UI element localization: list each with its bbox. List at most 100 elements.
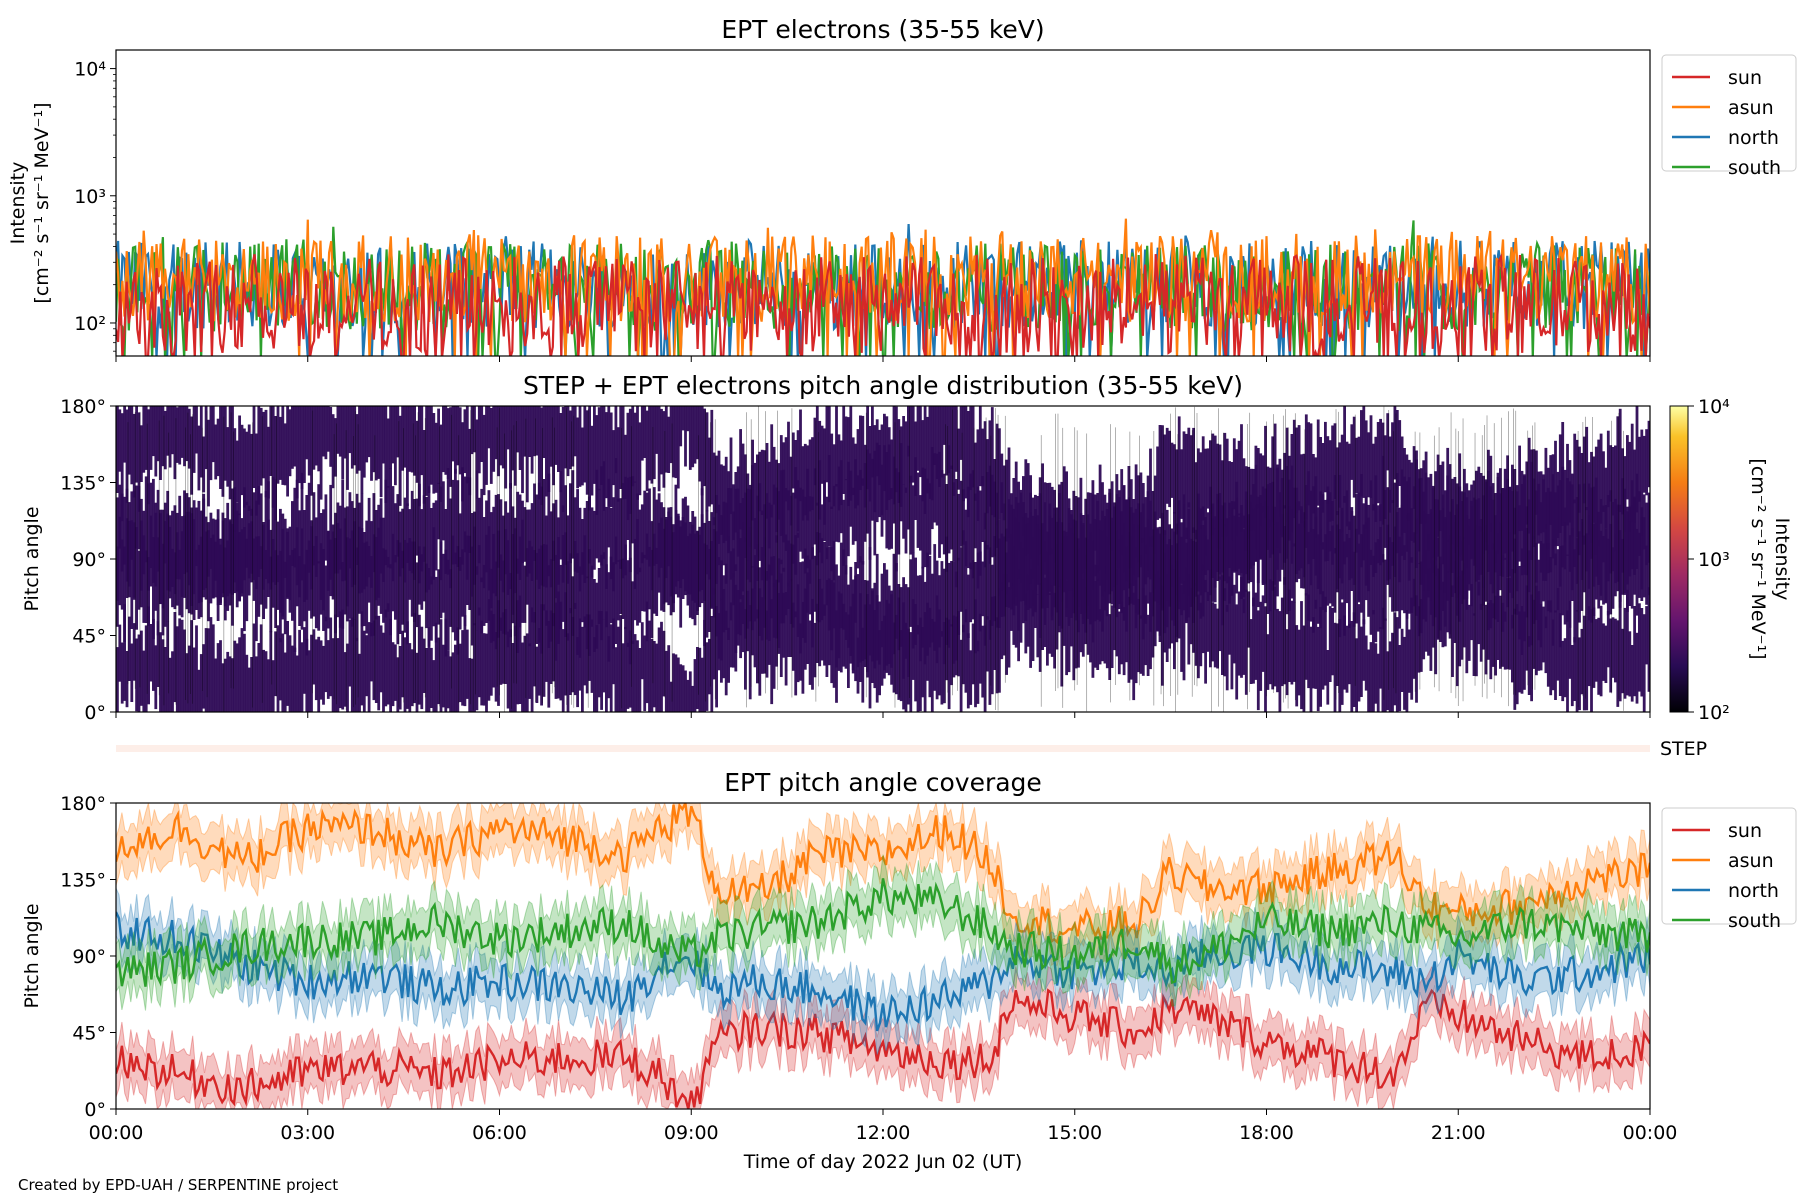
legend-label-north: north xyxy=(1728,880,1779,902)
pad-cell-north xyxy=(856,574,860,668)
pad-cell-north xyxy=(420,554,424,610)
y-tick-label: 135° xyxy=(60,870,106,892)
pad-cell-sun xyxy=(214,658,218,712)
pad-cell-north xyxy=(720,560,723,661)
pad-cell-north xyxy=(1499,522,1502,591)
pad-cell-south xyxy=(1594,477,1598,577)
pad-cell-south xyxy=(911,485,915,554)
pad-cell-sun xyxy=(892,622,896,693)
pad-cell-asun xyxy=(741,443,745,530)
pad-cell-sun xyxy=(1213,603,1217,668)
pad-cell-sun xyxy=(559,601,563,701)
pad-cell-north xyxy=(1487,545,1490,631)
pad-cell-asun xyxy=(597,407,601,491)
pad-cell-south xyxy=(1333,475,1337,554)
pad-cell-sun xyxy=(1230,585,1234,690)
pad-cell-sun xyxy=(1252,597,1255,684)
pad-cell-asun xyxy=(427,406,431,493)
pad-cell-asun xyxy=(463,409,467,474)
intensity-series-group xyxy=(116,218,1650,356)
pad-cell-south xyxy=(1446,475,1450,573)
pad-cell-asun xyxy=(185,406,189,462)
pad-cell-south xyxy=(152,537,155,640)
pad-cell-south xyxy=(1419,477,1423,585)
pad-cell-sun xyxy=(173,612,177,703)
pad-cell-sun xyxy=(1465,584,1469,674)
pad-cell-north xyxy=(1096,565,1100,620)
pad-cell-sun xyxy=(971,623,975,685)
pad-cell-sun xyxy=(1621,628,1624,694)
pad-cell-sun xyxy=(307,650,311,712)
pad-cell-asun xyxy=(1640,429,1644,536)
pad-cell-asun xyxy=(211,406,215,463)
pad-cell-north xyxy=(156,489,160,572)
pad-cell-south xyxy=(1573,499,1577,567)
pad-cell-south xyxy=(537,482,541,589)
pad-cell-south xyxy=(969,473,973,570)
pad-cell-sun xyxy=(1103,572,1107,664)
pad-cell-south xyxy=(120,539,124,610)
pad-cell-asun xyxy=(650,406,654,484)
pad-cell-asun xyxy=(1307,422,1310,506)
pad-cell-north xyxy=(600,554,603,641)
pad-cell-sun xyxy=(1638,603,1641,692)
pad-cell-south xyxy=(501,515,505,593)
pad-cell-south xyxy=(434,500,438,571)
pad-cell-north xyxy=(813,555,817,612)
pad-cell-sun xyxy=(964,609,968,693)
pad-cell-north xyxy=(413,541,416,622)
pad-cell-south xyxy=(1527,499,1531,593)
pad-cell-north xyxy=(276,555,280,610)
pad-cell-south xyxy=(1300,506,1303,569)
pad-cell-sun xyxy=(650,638,654,712)
pad-cell-north xyxy=(861,561,865,661)
pad-cell-south xyxy=(616,498,620,562)
pad-cell-asun xyxy=(1228,461,1231,517)
pad-cell-south xyxy=(1357,492,1361,601)
pad-cell-south xyxy=(468,477,472,553)
pad-cell-sun xyxy=(808,620,812,685)
pad-cell-sun xyxy=(1362,619,1366,681)
pad-cell-asun xyxy=(497,406,500,477)
colorbar-label-unit: [cm⁻² s⁻¹ sr⁻¹ MeV⁻¹] xyxy=(1747,458,1769,659)
pad-cell-south xyxy=(271,477,275,583)
pad-cell-north xyxy=(966,574,970,638)
pad-cell-sun xyxy=(1554,610,1557,700)
pad-cell-sun xyxy=(135,638,138,712)
pad-cell-sun xyxy=(1585,615,1589,711)
y-tick-label: 135° xyxy=(60,473,106,495)
pad-cell-south xyxy=(1575,497,1579,584)
pad-cell-south xyxy=(1372,504,1375,577)
pad-cell-south xyxy=(1192,527,1195,623)
pad-cell-sun xyxy=(832,582,836,688)
pad-cell-south xyxy=(856,475,860,569)
pad-cell-asun xyxy=(1467,490,1471,545)
pad-cell-south xyxy=(1499,493,1502,550)
pad-cell-south xyxy=(1463,492,1466,575)
pad-cell-sun xyxy=(183,629,186,712)
pad-cell-asun xyxy=(724,456,728,541)
pad-cell-south xyxy=(1582,483,1586,545)
pad-cell-north xyxy=(830,546,834,651)
pad-cell-asun xyxy=(664,406,668,473)
pad-cell-south xyxy=(1103,518,1107,591)
pad-cell-north xyxy=(147,483,150,591)
pad-cell-south xyxy=(1546,487,1550,574)
pad-cell-asun xyxy=(1602,451,1605,512)
pad-cell-south xyxy=(1460,501,1464,561)
pad-cell-sun xyxy=(166,621,170,712)
pad-cell-sun xyxy=(444,618,448,712)
pad-cell-sun xyxy=(389,618,392,712)
pad-cell-south xyxy=(1012,508,1016,616)
pad-cell-north xyxy=(1585,533,1589,616)
pad-cell-sun xyxy=(1285,629,1289,696)
pad-cell-sun xyxy=(815,603,819,663)
pad-cell-asun xyxy=(118,409,122,472)
pad-cell-south xyxy=(1058,493,1061,587)
pad-cell-sun xyxy=(530,607,534,712)
pad-cell-south xyxy=(806,468,810,569)
pad-cell-sun xyxy=(914,604,917,702)
pad-cell-sun xyxy=(125,651,129,708)
pad-cell-asun xyxy=(1316,419,1320,506)
pad-cell-south xyxy=(1156,529,1159,603)
